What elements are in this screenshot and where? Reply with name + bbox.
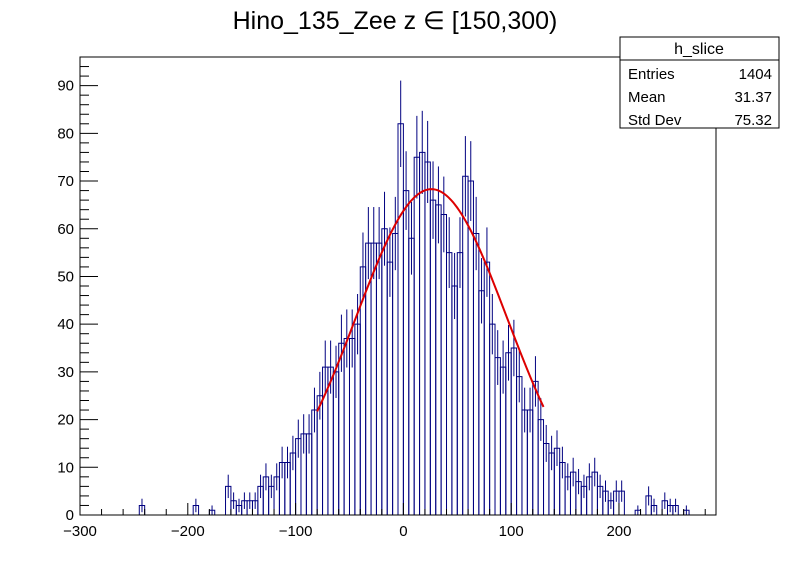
y-tick-label: 10 (57, 459, 74, 476)
stats-mean-value: 31.37 (734, 89, 772, 106)
x-tick-label: −300 (63, 523, 97, 540)
x-tick-label: 100 (499, 523, 524, 540)
y-tick-label: 50 (57, 268, 74, 285)
x-tick-label: 0 (399, 523, 407, 540)
y-tick-label: 90 (57, 78, 74, 95)
x-tick-label: −200 (171, 523, 205, 540)
stats-entries-label: Entries (628, 66, 675, 83)
y-tick-label: 70 (57, 173, 74, 190)
x-tick-label: −100 (279, 523, 313, 540)
histogram-layer (138, 80, 690, 515)
stats-stddev-value: 75.32 (734, 112, 772, 129)
chart-title: Hino_135_Zee z ∈ [150,300) (233, 7, 558, 35)
axes: −300 −200 −100 0 100 200 0 10 20 30 40 50 60 70 80 90 (57, 66, 706, 540)
y-tick-label: 60 (57, 221, 74, 238)
y-tick-label: 0 (66, 507, 74, 524)
stats-box-frame (619, 36, 780, 129)
stats-box-title: h_slice (674, 41, 724, 58)
y-tick-label: 40 (57, 316, 74, 333)
x-tick-label: 200 (606, 523, 631, 540)
gaussian-fit-curve (316, 188, 545, 412)
y-tick-label: 80 (57, 125, 74, 142)
fit-layer (316, 188, 545, 412)
stats-mean-label: Mean (628, 89, 666, 106)
stats-entries-value: 1404 (739, 66, 772, 83)
y-tick-label: 20 (57, 412, 74, 429)
stats-stddev-label: Std Dev (628, 112, 682, 129)
stats-box: h_slice Entries 1404 Mean 31.37 Std Dev … (619, 36, 780, 129)
y-tick-label: 30 (57, 364, 74, 381)
